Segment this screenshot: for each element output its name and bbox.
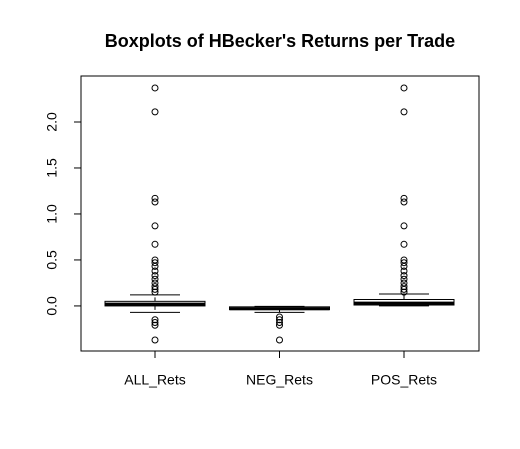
outlier: [276, 318, 283, 326]
outlier: [151, 240, 159, 248]
y-tick-label: 0.0: [44, 296, 60, 316]
outlier: [151, 259, 159, 267]
outlier: [151, 262, 159, 270]
outlier: [151, 198, 159, 206]
outlier: [400, 198, 408, 206]
outlier: [400, 267, 408, 275]
x-tick-label: ALL_Rets: [124, 372, 185, 388]
outlier: [151, 275, 159, 283]
outlier: [151, 267, 159, 275]
outlier: [400, 222, 408, 230]
outlier: [151, 321, 159, 329]
outlier: [400, 108, 408, 116]
outlier: [151, 194, 159, 202]
chart-title: Boxplots of HBecker's Returns per Trade: [105, 31, 455, 51]
outlier: [400, 275, 408, 283]
y-tick-label: 0.5: [44, 250, 60, 270]
outlier: [151, 318, 159, 326]
x-tick-label: POS_Rets: [371, 372, 437, 388]
outlier: [151, 84, 159, 92]
outlier: [151, 108, 159, 116]
outlier: [151, 222, 159, 230]
x-tick-label: NEG_Rets: [246, 372, 313, 388]
outlier: [151, 285, 159, 293]
outlier: [400, 285, 408, 293]
y-tick-label: 1.0: [44, 204, 60, 224]
y-tick-label: 2.0: [44, 112, 60, 132]
outlier: [400, 240, 408, 248]
outlier: [276, 321, 283, 329]
outlier: [151, 288, 159, 296]
y-tick-label: 1.5: [44, 158, 60, 178]
outlier: [400, 262, 408, 270]
outlier: [151, 272, 159, 280]
outlier: [400, 194, 408, 202]
outlier: [151, 336, 159, 344]
outlier: [400, 288, 408, 296]
outlier: [400, 272, 408, 280]
outlier: [400, 259, 408, 267]
outlier: [276, 336, 283, 344]
outlier: [400, 84, 408, 92]
